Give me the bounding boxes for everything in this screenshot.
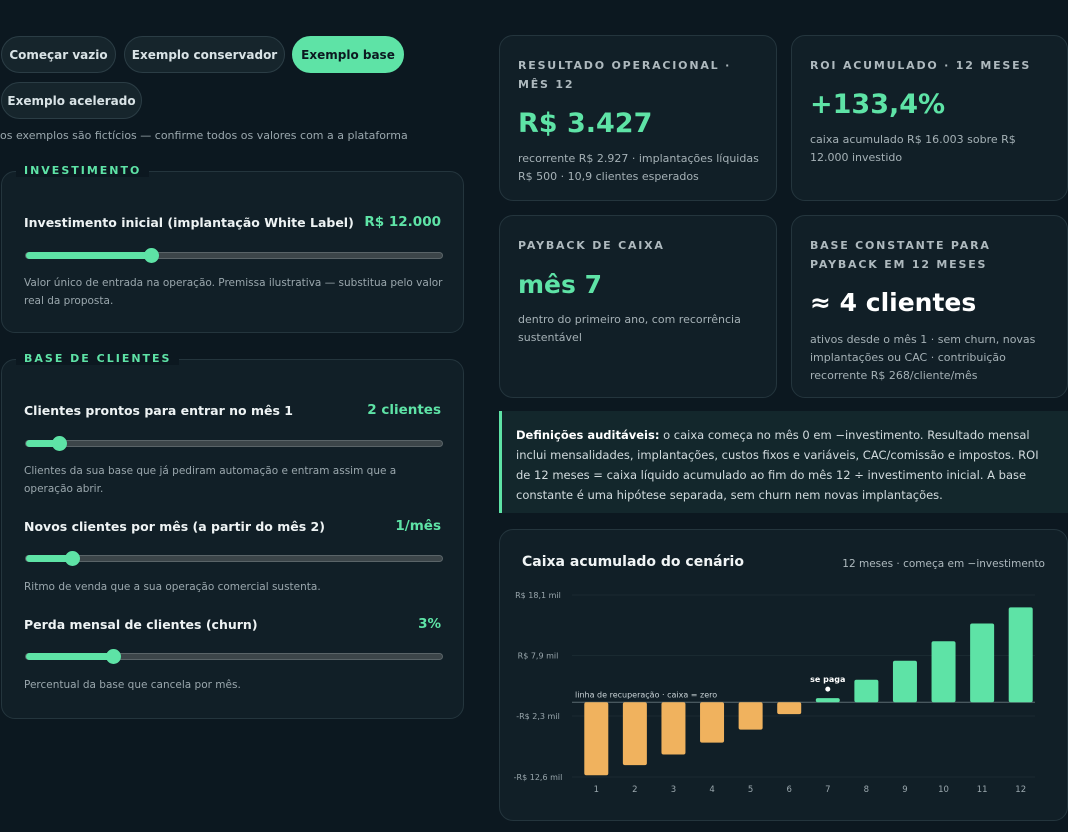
investment-slider[interactable]: [25, 248, 443, 263]
new-clients-value: 1/mês: [395, 518, 441, 534]
bar-month-9: [892, 660, 917, 703]
x-tick-label: 3: [671, 785, 676, 795]
preset-empty-button[interactable]: Começar vazio: [1, 36, 116, 73]
kpi-operational-result: RESULTADO OPERACIONAL · MÊS 12 R$ 3.427 …: [499, 35, 777, 201]
definitions-note: Definições auditáveis: o caixa começa no…: [499, 411, 1068, 513]
investment-legend: INVESTIMENTO: [16, 164, 150, 177]
kpi-constant-base: BASE CONSTANTE PARA PAYBACK EM 12 MESES …: [791, 215, 1068, 398]
x-tick-label: 6: [786, 785, 791, 795]
x-tick-label: 1: [594, 785, 599, 795]
slider-thumb[interactable]: [106, 649, 122, 664]
chart-title: Caixa acumulado do cenário: [522, 554, 744, 570]
x-tick-label: 7: [825, 785, 830, 795]
x-tick-label: 5: [748, 785, 753, 795]
definitions-text: o caixa começa no mês 0 em −investimento…: [516, 428, 1039, 502]
slider-fill: [26, 653, 114, 660]
slider-fill: [26, 555, 72, 562]
x-tick-label: 8: [864, 785, 869, 795]
preset-accelerated-button[interactable]: Exemplo acelerado: [1, 82, 142, 119]
kpi-label: RESULTADO OPERACIONAL · MÊS 12: [518, 59, 732, 91]
bar-month-3: [661, 702, 686, 755]
kpi-label: BASE CONSTANTE PARA PAYBACK EM 12 MESES: [810, 239, 991, 271]
bar-month-2: [622, 702, 647, 766]
x-tick-label: 2: [632, 785, 637, 795]
client-base-card: BASE DE CLIENTES Clientes prontos para e…: [1, 352, 464, 719]
bar-month-6: [777, 702, 802, 715]
payback-label: se paga: [810, 675, 845, 684]
payback-marker: [825, 686, 831, 692]
kpi-sub: ativos desde o mês 1 · sem churn, novas …: [810, 333, 1036, 382]
cash-chart-card: Caixa acumulado do cenário 12 meses · co…: [499, 529, 1068, 821]
kpi-roi: ROI ACUMULADO · 12 MESES +133,4% caixa a…: [791, 35, 1068, 201]
preset-conservative-button[interactable]: Exemplo conservador: [124, 36, 285, 73]
slider-thumb[interactable]: [64, 551, 80, 566]
kpi-payback: PAYBACK DE CAIXA mês 7 dentro do primeir…: [499, 215, 777, 398]
kpi-value: R$ 3.427: [518, 108, 653, 139]
investment-card: INVESTIMENTO Investimento inicial (impla…: [1, 164, 464, 333]
x-tick-label: 9: [902, 785, 907, 795]
slider-thumb[interactable]: [52, 436, 68, 451]
bar-month-5: [738, 702, 763, 730]
bar-month-10: [931, 641, 956, 703]
ready-clients-label: Clientes prontos para entrar no mês 1: [24, 403, 293, 418]
kpi-sub: caixa acumulado R$ 16.003 sobre R$ 12.00…: [810, 133, 1016, 164]
new-clients-help: Ritmo de venda que a sua operação comerc…: [24, 581, 321, 593]
churn-slider[interactable]: [25, 649, 443, 664]
y-tick-label: -R$ 12,6 mil: [514, 773, 563, 782]
y-tick-label: -R$ 2,3 mil: [516, 712, 560, 721]
presets-disclaimer: os exemplos são fictícios — confirme tod…: [0, 129, 408, 142]
new-clients-label: Novos clientes por mês (a partir do mês …: [24, 519, 325, 534]
definitions-title: Definições auditáveis:: [516, 428, 660, 442]
churn-value: 3%: [418, 616, 441, 632]
bar-month-8: [854, 679, 879, 703]
investment-help: Valor único de entrada na operação. Prem…: [24, 277, 443, 307]
investment-label: Investimento inicial (implantação White …: [24, 215, 354, 230]
ready-clients-slider[interactable]: [25, 436, 443, 451]
ready-clients-help: Clientes da sua base que já pediram auto…: [24, 465, 397, 495]
cash-chart: R$ 18,1 mil R$ 7,9 mil -R$ 2,3 mil -R$ 12,6…: [514, 591, 1035, 795]
kpi-value: ≈ 4 clientes: [810, 288, 977, 317]
client-base-legend: BASE DE CLIENTES: [16, 352, 180, 365]
churn-label: Perda mensal de clientes (churn): [24, 617, 258, 632]
kpi-label: PAYBACK DE CAIXA: [518, 239, 665, 252]
churn-help: Percentual da base que cancela por mês.: [24, 679, 241, 691]
ready-clients-value: 2 clientes: [367, 402, 441, 418]
slider-fill: [26, 440, 60, 447]
bar-month-4: [700, 702, 725, 743]
y-tick-label: R$ 18,1 mil: [515, 591, 561, 600]
bar-month-7: [815, 698, 840, 703]
y-tick-label: R$ 7,9 mil: [518, 651, 559, 660]
bar-month-11: [970, 623, 995, 703]
x-tick-label: 10: [938, 785, 949, 795]
kpi-value: mês 7: [518, 270, 602, 299]
x-tick-label: 12: [1015, 785, 1026, 795]
slider-thumb[interactable]: [143, 248, 159, 263]
kpi-value: +133,4%: [810, 89, 946, 120]
x-tick-label: 4: [709, 785, 714, 795]
kpi-label: ROI ACUMULADO · 12 MESES: [810, 59, 1032, 72]
kpi-sub: dentro do primeiro ano, com recorrência …: [518, 313, 741, 344]
chart-note: 12 meses · começa em −investimento: [842, 558, 1045, 570]
investment-value: R$ 12.000: [364, 214, 441, 230]
zero-line-label: linha de recuperação · caixa = zero: [575, 690, 717, 699]
bar-month-12: [1008, 607, 1033, 703]
x-tick-label: 11: [977, 785, 988, 795]
kpi-sub: recorrente R$ 2.927 · implantações líqui…: [518, 152, 759, 183]
bar-month-1: [584, 702, 609, 776]
new-clients-slider[interactable]: [25, 551, 443, 566]
preset-base-button[interactable]: Exemplo base: [292, 36, 404, 73]
slider-fill: [26, 252, 151, 259]
